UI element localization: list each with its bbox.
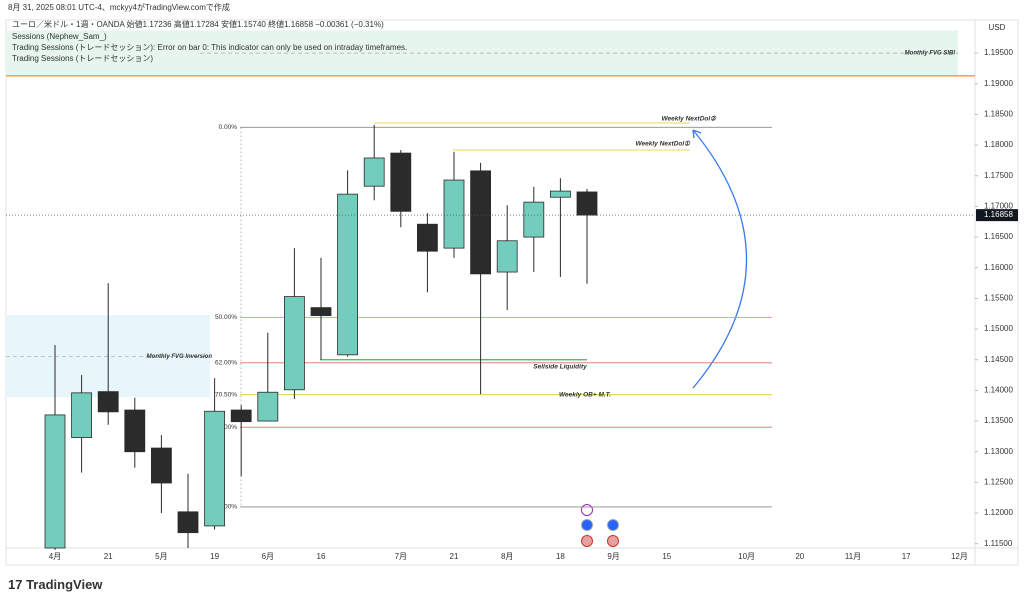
x-tick-label: 7月: [395, 552, 407, 561]
y-tick-label: 1.16500: [984, 232, 1013, 241]
y-tick-label: 1.17500: [984, 171, 1013, 180]
candle-body: [44, 414, 66, 549]
logo: 17: [8, 577, 26, 592]
arrow: [692, 129, 748, 389]
indicator: Trading Sessions (トレードセッション): Error on b…: [12, 43, 407, 52]
x-tick-label: 6月: [262, 552, 274, 561]
fib-label: 0.00%: [219, 124, 238, 131]
plot: Monthly FVG SIBI Monthly FVG Inversion Ses…: [6, 19, 975, 550]
icon: [581, 535, 593, 547]
x-tick-label: 4月: [49, 552, 61, 561]
y-tick-label: 1.14500: [984, 355, 1013, 364]
y-tick-label: 1.15500: [984, 294, 1013, 303]
y-tick-label: 1.17000: [984, 202, 1013, 211]
candle-body: [550, 190, 571, 198]
brand: 17 TradingView: [8, 577, 103, 592]
candle-body: [363, 157, 385, 187]
event-icons: [581, 504, 619, 547]
candle-body: [204, 410, 226, 527]
icon: [581, 519, 593, 531]
annotation-label: Weekly NextDol①: [636, 141, 692, 148]
candle-body: [390, 152, 412, 212]
candle-body: [150, 447, 172, 484]
candle-body: [576, 191, 598, 216]
fib-label: 79.00%: [215, 424, 237, 431]
x-tick-label: 19: [210, 552, 219, 561]
x-tick-label: 5月: [155, 552, 167, 561]
zone-label: Monthly FVG SIBI: [905, 51, 956, 57]
y-tick-label: 1.14000: [984, 386, 1013, 395]
x-tick-label: 18: [556, 552, 565, 561]
x-tick-label: 15: [662, 552, 671, 561]
annotation-label: Weekly OB+ M.T.: [559, 391, 611, 398]
x-tick-label: 8月: [501, 552, 513, 561]
x-tick-label: 9月: [607, 552, 619, 561]
y-tick-label: 1.15000: [984, 324, 1013, 333]
header: 8月 31, 2025 08:01 UTC-4、mckyy4がTradingVi…: [8, 2, 230, 12]
candle-body: [443, 179, 465, 249]
y-tick-label: 1.16000: [984, 263, 1013, 272]
y-tick-label: 1.12500: [984, 477, 1013, 486]
icon: [607, 519, 619, 531]
x-tick-label: 17: [902, 552, 911, 561]
annotation-label: Weekly NextDol②: [662, 116, 718, 123]
candle-body: [283, 296, 305, 391]
candle-body: [470, 170, 492, 275]
fib-label: 62.00%: [215, 360, 237, 367]
x-tick-label: 12月: [951, 552, 968, 561]
x-tick-label: 21: [104, 552, 113, 561]
frame: [5, 19, 1019, 566]
y-tick-label: 1.13500: [984, 416, 1013, 425]
annotation-label: Sellside Liquidity: [533, 363, 587, 370]
brand-name: TradingView: [26, 577, 103, 592]
symbol-line: ユーロ／米ドル・1週・OANDA 始値1.17236 高値1.17284 安値1…: [12, 19, 384, 29]
x-tick-label: 16: [317, 552, 326, 561]
candle-body: [416, 223, 438, 252]
last-price-label: 1.16858: [984, 210, 1013, 219]
zone-label: Monthly FVG Inversion: [147, 354, 213, 360]
indicator: Trading Sessions (トレードセッション): [12, 54, 153, 63]
x-tick-label: 10月: [738, 552, 755, 561]
candle-body: [523, 201, 545, 238]
fib-label: 70.50%: [215, 391, 237, 398]
candle-body: [496, 240, 518, 273]
candle-body: [230, 409, 252, 423]
candle-body: [310, 307, 332, 316]
candle-body: [97, 391, 119, 413]
candle-body: [71, 392, 92, 439]
last-price-box: [976, 209, 1018, 222]
candle-body: [177, 511, 199, 534]
icon: [581, 504, 593, 516]
icon: [607, 535, 619, 547]
currency: USD: [989, 23, 1006, 32]
x-tick-label: 20: [795, 552, 804, 561]
y-tick-label: 1.13000: [984, 447, 1013, 456]
fib-label: 50.00%: [215, 314, 237, 321]
indicator: Sessions (Nephew_Sam_): [12, 32, 107, 41]
arrow-head: [692, 129, 702, 139]
x-tick-label: 21: [450, 552, 459, 561]
y-tick-label: 1.12000: [984, 508, 1013, 517]
x-tick-label: 11月: [845, 552, 861, 561]
y-tick-label: 1.18500: [984, 110, 1013, 119]
y-tick-label: 1.11500: [984, 539, 1013, 548]
y-tick-label: 1.18000: [984, 140, 1013, 149]
candle-body: [124, 409, 146, 453]
candle-body: [337, 193, 359, 356]
y-tick-label: 1.19500: [984, 48, 1013, 57]
y-tick-label: 1.19000: [984, 79, 1013, 88]
candle-body: [257, 391, 279, 422]
